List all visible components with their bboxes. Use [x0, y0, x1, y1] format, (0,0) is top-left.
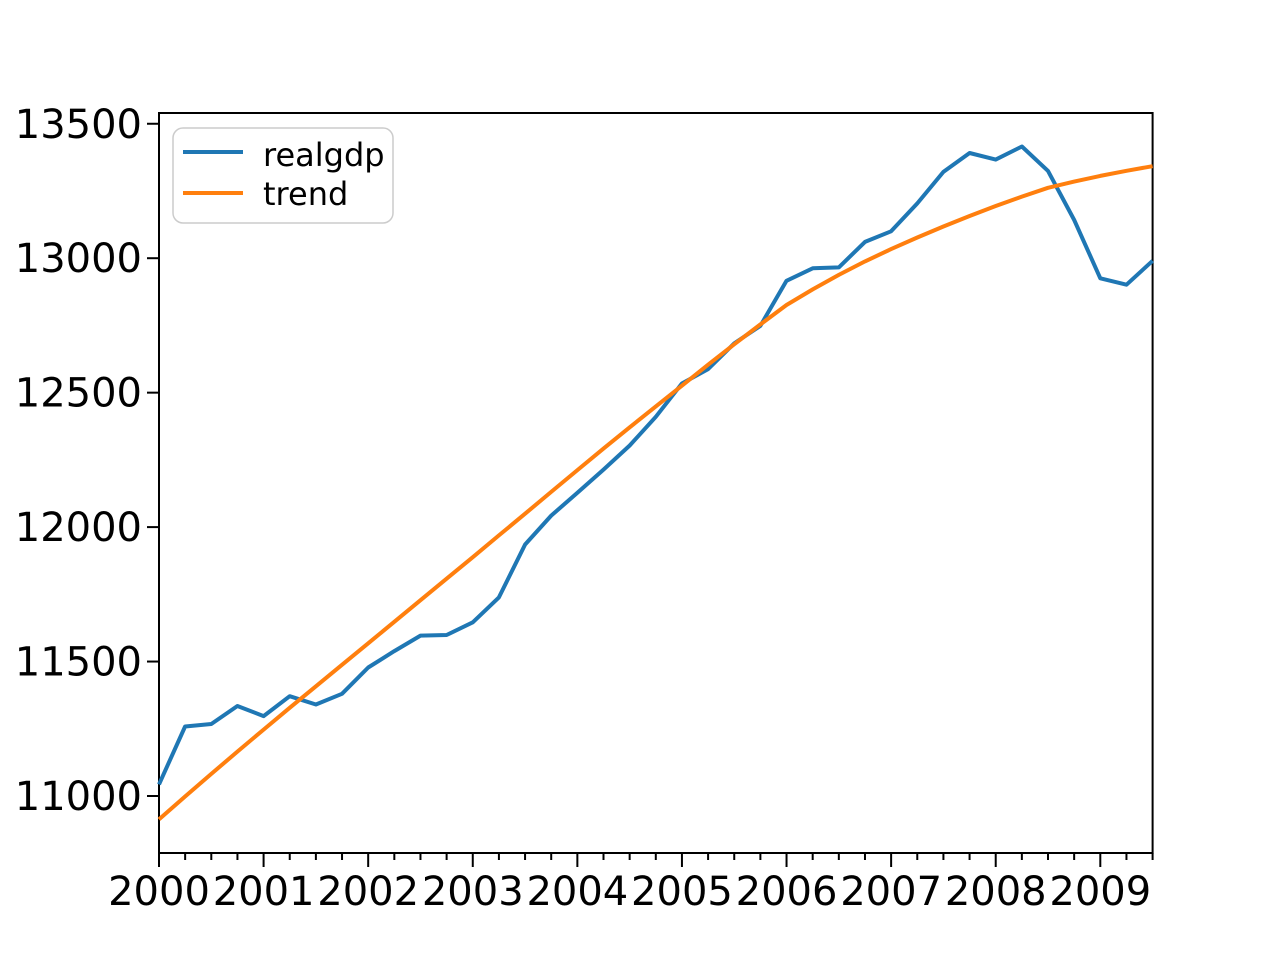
y-tick-label: 11500: [15, 640, 142, 686]
x-tick-label: 2005: [631, 869, 733, 915]
y-tick-label: 12500: [15, 371, 142, 417]
series-lines: [157, 144, 1154, 821]
legend-label-trend: trend: [263, 175, 348, 213]
x-tick-label: 2000: [108, 869, 210, 915]
legend: realgdp trend: [172, 127, 394, 224]
x-tick-label: 2006: [736, 869, 838, 915]
trend-line: [157, 164, 1153, 821]
x-tick-label: 2001: [213, 869, 315, 915]
x-tick-label: 2003: [422, 869, 524, 915]
x-tick-label: 2008: [945, 869, 1047, 915]
x-tick-label: 2004: [526, 869, 628, 915]
y-tick-label: 11000: [15, 774, 142, 820]
legend-label-realgdp: realgdp: [263, 136, 385, 174]
x-tick-label: 2007: [840, 869, 942, 915]
x-tick-label: 2009: [1049, 869, 1151, 915]
y-tick-label: 12000: [15, 505, 142, 551]
plot-area: [158, 112, 1154, 854]
y-tick-label: 13000: [15, 236, 142, 282]
y-tick-label: 13500: [15, 102, 142, 148]
realgdp-line: [157, 144, 1154, 786]
y-axis: 11000 11500 12000 12500 13000 13500: [15, 102, 159, 820]
x-axis: 2000 2001 2002 2003 2004 2005 2006 2007 2008 2009: [108, 853, 1154, 915]
x-tick-label: 2002: [317, 869, 419, 915]
